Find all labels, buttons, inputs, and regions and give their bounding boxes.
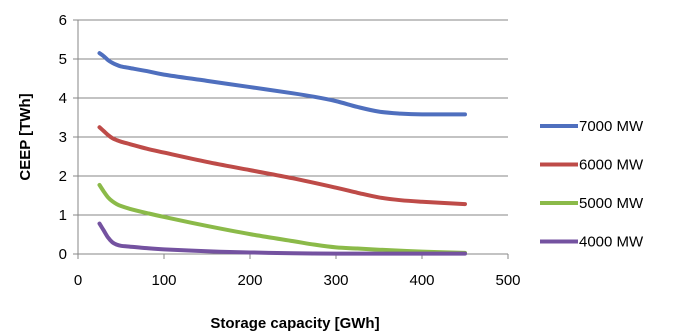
y-tick-label: 5 — [59, 51, 67, 68]
x-tick-label: 100 — [151, 272, 176, 289]
series-lines — [97, 51, 467, 256]
grid — [78, 19, 508, 216]
y-axis-title: CEEP [TWh] — [17, 93, 34, 180]
legend-label: 6000 MW — [579, 157, 644, 174]
x-tick-label: 200 — [237, 272, 262, 289]
tick-labels: 0 1 2 3 4 5 6 0 100 200 300 400 500 — [59, 12, 521, 289]
legend: 7000 MW 6000 MW 5000 MW 4000 MW — [540, 118, 644, 251]
legend-label: 4000 MW — [579, 234, 644, 251]
y-tick-label: 1 — [59, 207, 67, 224]
axes — [73, 19, 509, 259]
x-tick-label: 300 — [323, 272, 348, 289]
y-tick-label: 0 — [59, 246, 67, 263]
legend-label: 7000 MW — [579, 118, 644, 135]
x-tick-label: 0 — [74, 272, 82, 289]
series-line-7000-mw — [97, 51, 467, 117]
y-tick-label: 3 — [59, 129, 67, 146]
series-line-6000-mw — [97, 125, 467, 207]
y-tick-label: 2 — [59, 168, 67, 185]
series-line-4000-mw — [97, 221, 467, 256]
x-tick-label: 400 — [409, 272, 434, 289]
legend-label: 5000 MW — [579, 195, 644, 212]
x-tick-label: 500 — [495, 272, 520, 289]
series-line-5000-mw — [97, 182, 467, 255]
y-tick-label: 6 — [59, 12, 67, 29]
y-tick-label: 4 — [59, 90, 67, 107]
x-axis-title: Storage capacity [GWh] — [210, 315, 379, 332]
